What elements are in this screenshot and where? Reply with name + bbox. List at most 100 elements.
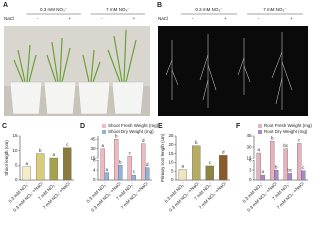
sign: - — [101, 16, 103, 21]
y-tick-label: 15 — [246, 155, 252, 160]
y-axis-label: Primary root length (cm) — [160, 133, 165, 182]
y-tick-label: 4 — [93, 167, 96, 172]
sign: + — [290, 16, 293, 21]
y-tick-label: 0 — [15, 177, 18, 182]
treatment-label: NaCl — [4, 16, 14, 21]
photo-b — [158, 26, 308, 116]
y-tick-label: 0 — [171, 177, 174, 182]
seedlings — [165, 32, 293, 110]
y-tick-label: 10 — [12, 148, 18, 153]
bar — [274, 169, 279, 181]
bar — [219, 155, 228, 181]
significance-letter: d — [146, 162, 149, 167]
y-tick-label: 30 — [246, 144, 252, 149]
group-label: 7 mM NO₃⁻ — [263, 7, 287, 12]
panel-letter: C — [2, 123, 7, 130]
plants — [13, 29, 137, 83]
sign: + — [224, 16, 227, 21]
figure: A 0.3 mM NO₃⁻ 7 mM NO₃⁻ NaCl - + - + B 0.3 mM NO₃… — [2, 2, 312, 213]
pots — [9, 81, 145, 115]
group-label: 0.3 mM NO₃⁻ — [195, 7, 223, 12]
y-tick-label: 20 — [168, 142, 174, 147]
bar — [131, 174, 136, 181]
y-tick-label: 3 — [249, 167, 252, 172]
legend-label: Shoot Fresh Weight (mg) — [108, 123, 159, 128]
legend-label: Root Dry Weight (mg) — [264, 129, 308, 134]
sign: + — [68, 16, 71, 21]
axis-break — [96, 158, 100, 160]
significance-letter: a — [101, 143, 104, 148]
bar — [104, 172, 109, 181]
bar — [114, 139, 119, 181]
bar — [127, 156, 132, 181]
significance-letter: d — [222, 150, 225, 155]
significance-letter: c — [302, 165, 305, 170]
legend-swatch — [258, 130, 262, 134]
legend-label: Root Fresh Weight (mg) — [264, 123, 312, 128]
significance-letter: b — [119, 159, 122, 164]
bar — [192, 145, 201, 181]
significance-letter: b — [195, 140, 198, 145]
significance-letter: a — [52, 152, 55, 157]
significance-letter: a — [25, 161, 28, 166]
sign: - — [37, 16, 39, 21]
bar — [63, 147, 72, 181]
y-tick-label: 45 — [246, 133, 252, 138]
significance-letter: c — [129, 150, 132, 155]
y-tick-label: 45 — [90, 136, 96, 141]
bar — [178, 169, 187, 181]
legend-swatch — [102, 130, 106, 134]
bar — [22, 166, 31, 181]
bar — [256, 152, 261, 181]
sign: - — [258, 16, 260, 21]
treatment-label: NaCl — [158, 16, 168, 21]
bar — [297, 143, 302, 181]
bar — [49, 157, 58, 181]
sign: - — [192, 16, 194, 21]
y-axis-label: Shoot length (cm) — [4, 140, 9, 176]
significance-letter: bc — [283, 143, 289, 148]
bar — [100, 148, 105, 181]
significance-letter: b — [39, 148, 42, 153]
legend-swatch — [258, 124, 262, 128]
legend-label: Shoot Dry Weight (mg) — [108, 129, 154, 134]
significance-letter: c — [209, 160, 212, 165]
bar — [205, 165, 214, 181]
bar — [260, 174, 265, 181]
significance-letter: c — [298, 138, 301, 143]
y-tick-label: 25 — [168, 133, 174, 138]
sign: + — [133, 16, 136, 21]
panel-letter: D — [80, 123, 85, 130]
y-tick-label: 0 — [93, 177, 96, 182]
legend-swatch — [102, 124, 106, 128]
bar — [270, 141, 275, 181]
bar — [301, 170, 306, 181]
significance-letter: a — [257, 147, 260, 152]
y-tick-label: 10 — [168, 160, 174, 165]
group-label: 0.3 mM NO₃⁻ — [40, 7, 68, 12]
panel-letter: E — [158, 123, 163, 130]
bar — [118, 164, 123, 181]
panel-letter: F — [236, 123, 241, 130]
bar — [283, 148, 288, 181]
significance-letter: c — [66, 142, 69, 147]
y-tick-label: 0 — [249, 177, 252, 182]
significance-letter: d — [142, 138, 145, 143]
axis-break — [252, 158, 256, 160]
bar — [287, 173, 292, 181]
bar — [141, 143, 146, 181]
significance-letter: c — [133, 169, 136, 174]
significance-letter: a — [181, 164, 184, 169]
significance-letter: b — [115, 133, 118, 138]
y-tick-label: 5 — [15, 163, 18, 168]
y-tick-label: 15 — [168, 151, 174, 156]
panel-letter: A — [3, 2, 8, 9]
y-tick-label: 15 — [90, 155, 96, 160]
significance-letter: b — [271, 135, 274, 140]
y-tick-label: 30 — [90, 146, 96, 151]
significance-letter: a — [106, 167, 109, 172]
panel-letter: B — [157, 2, 162, 9]
significance-letter: a — [262, 169, 265, 174]
y-tick-label: 15 — [12, 133, 18, 138]
bar — [36, 153, 45, 181]
